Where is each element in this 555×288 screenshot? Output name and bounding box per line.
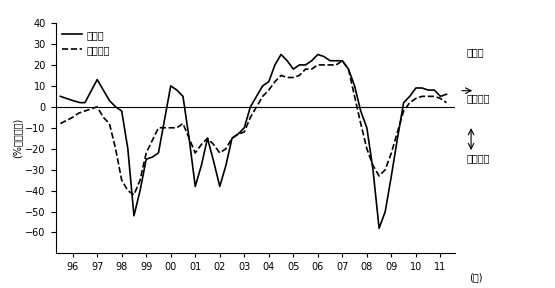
- 非製造業: [302, 67, 309, 71]
- Y-axis label: (%ポイント): (%ポイント): [13, 118, 23, 158]
- 製造業: [155, 151, 162, 155]
- 非製造業: [57, 122, 64, 125]
- 非製造業: [339, 59, 346, 62]
- 製造業: [278, 53, 284, 56]
- 非製造業: [278, 74, 284, 77]
- 製造業: [204, 137, 211, 140]
- 製造業: [443, 92, 450, 96]
- Text: 「悪い」: 「悪い」: [466, 154, 490, 164]
- 非製造業: [168, 126, 174, 130]
- 製造業: [271, 63, 278, 67]
- 製造業: [376, 227, 382, 230]
- 非製造業: [443, 101, 450, 104]
- 製造業: [406, 95, 413, 98]
- 非製造業: [406, 101, 413, 104]
- 非製造業: [130, 193, 137, 196]
- Line: 非製造業: 非製造業: [60, 61, 447, 195]
- 製造業: [302, 63, 309, 67]
- Legend: 製造業, 非製造業: 製造業, 非製造業: [58, 26, 114, 58]
- Text: (年): (年): [469, 272, 482, 282]
- Text: 先行き: 先行き: [466, 47, 484, 57]
- Text: 「良い」: 「良い」: [466, 93, 490, 103]
- 非製造業: [210, 143, 217, 146]
- 製造業: [57, 95, 64, 98]
- 製造業: [143, 158, 149, 161]
- 非製造業: [149, 139, 155, 142]
- Line: 製造業: 製造業: [60, 54, 447, 228]
